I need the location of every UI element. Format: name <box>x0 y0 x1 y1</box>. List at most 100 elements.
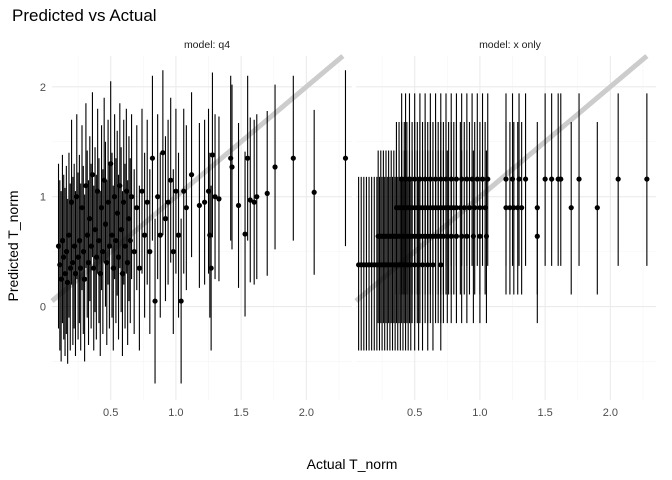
data-point <box>235 202 242 209</box>
x-tick-label: 1.0 <box>168 407 183 419</box>
data-point <box>242 231 248 237</box>
data-point <box>519 205 525 211</box>
data-point <box>422 176 428 182</box>
data-point <box>128 194 135 200</box>
x-tick-label: 1.0 <box>472 407 487 419</box>
data-point <box>542 176 548 182</box>
data-point <box>131 249 137 255</box>
data-point <box>472 205 478 211</box>
y-tick-label: 0 <box>40 302 46 314</box>
x-tick-label: 1.5 <box>537 407 552 419</box>
x-tick-label: 2.0 <box>603 407 618 419</box>
data-point <box>139 188 145 194</box>
data-point <box>402 176 409 182</box>
chart-title: Predicted vs Actual <box>12 6 157 25</box>
data-point <box>147 249 153 255</box>
data-point <box>134 205 140 211</box>
data-point <box>443 176 449 182</box>
data-point <box>461 205 467 211</box>
data-point <box>644 176 650 182</box>
data-point <box>181 188 187 194</box>
data-point <box>466 205 473 211</box>
data-marks-q4 <box>55 70 349 384</box>
data-point <box>464 176 470 182</box>
y-axis-title: Predicted T_norm <box>5 190 21 301</box>
data-point <box>202 199 208 205</box>
x-tick-label: 2.0 <box>299 407 314 419</box>
data-point <box>406 176 413 182</box>
data-point <box>183 205 189 211</box>
data-point <box>448 176 454 182</box>
data-point <box>157 232 163 238</box>
data-point <box>568 205 574 211</box>
data-point <box>459 176 465 182</box>
strip-label-x-only: model: x only <box>479 39 542 51</box>
data-point <box>216 196 222 202</box>
data-point <box>254 194 260 200</box>
data-point <box>507 205 513 211</box>
panel-q4: model: q4 0.5 1.0 1.5 2.0 <box>50 39 352 419</box>
data-point <box>399 176 405 182</box>
data-point <box>152 298 158 304</box>
data-point <box>615 176 621 182</box>
data-point <box>412 176 418 182</box>
data-point <box>342 155 349 161</box>
data-point <box>149 155 156 161</box>
data-point <box>251 199 257 205</box>
data-point <box>209 152 216 158</box>
data-point <box>247 197 253 203</box>
y-tick-label: 1 <box>40 192 46 204</box>
data-point <box>142 232 148 238</box>
x-tick-label: 0.5 <box>103 407 118 419</box>
x-tick-label: 1.5 <box>233 407 248 419</box>
data-point <box>311 189 317 195</box>
data-point <box>173 188 179 194</box>
data-point <box>474 176 480 182</box>
data-point <box>178 298 184 304</box>
data-point <box>264 190 270 196</box>
data-point <box>469 176 475 182</box>
data-point <box>290 155 296 161</box>
data-point <box>482 205 488 211</box>
data-point <box>427 176 433 182</box>
data-point <box>272 164 278 170</box>
data-marks-x-only <box>356 93 650 351</box>
reference-line-q4 <box>50 54 345 303</box>
data-point <box>168 177 174 183</box>
data-point <box>417 176 423 182</box>
data-point <box>229 164 235 170</box>
data-point <box>82 276 88 282</box>
data-point <box>522 176 529 182</box>
data-point <box>165 199 171 205</box>
data-point <box>170 249 176 255</box>
data-point <box>175 232 182 238</box>
data-point <box>549 176 555 182</box>
data-point <box>245 155 251 161</box>
identity-line <box>50 54 345 303</box>
panel-x-only: model: x only 0.5 1.0 1.5 2.0 <box>354 39 656 419</box>
data-point <box>188 172 195 178</box>
data-point <box>477 205 483 211</box>
y-tick-labels: 0 1 2 <box>40 82 46 314</box>
data-point <box>509 176 516 182</box>
x-tick-labels-q4: 0.5 1.0 1.5 2.0 <box>103 407 314 419</box>
data-point <box>144 199 150 205</box>
y-tick-label: 2 <box>40 82 46 94</box>
data-point <box>485 176 491 182</box>
data-point <box>594 205 600 211</box>
data-point <box>558 176 564 182</box>
data-point <box>89 172 96 178</box>
data-point <box>196 202 202 209</box>
data-point <box>208 265 214 271</box>
data-point <box>453 176 460 182</box>
data-point <box>160 150 166 156</box>
x-axis-title: Actual T_norm <box>307 456 398 472</box>
strip-label-q4: model: q4 <box>184 39 230 51</box>
data-point <box>516 176 522 182</box>
data-point <box>432 176 439 182</box>
data-point <box>503 176 509 182</box>
x-tick-labels-x-only: 0.5 1.0 1.5 2.0 <box>407 407 618 419</box>
data-point <box>534 205 540 211</box>
data-point <box>212 194 218 200</box>
